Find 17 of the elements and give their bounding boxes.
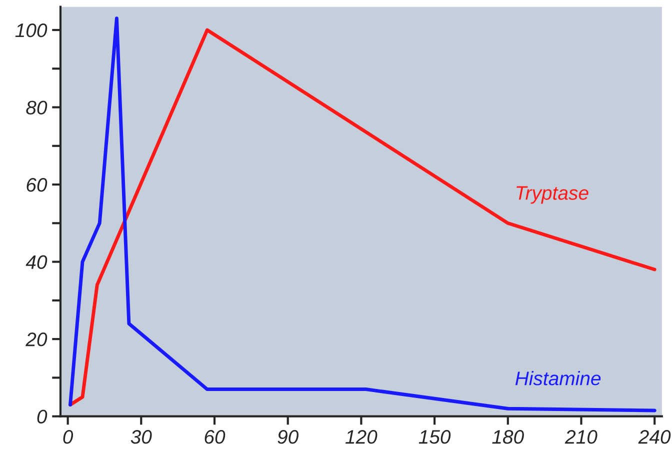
y-tick-label: 40 [26, 255, 48, 270]
x-tick-label: 150 [418, 430, 451, 444]
x-tick-label: 120 [345, 430, 378, 444]
x-tick-label: 0 [63, 430, 74, 444]
x-tick-label: 30 [130, 430, 152, 444]
y-tick-label: 0 [37, 410, 48, 424]
y-tick-label: 60 [26, 178, 48, 192]
x-tick-label: 90 [278, 430, 299, 444]
x-tick-label: 180 [492, 430, 524, 444]
x-tick-label: 60 [204, 430, 226, 444]
series-label: Histamine [515, 371, 601, 386]
y-tick-label: 80 [26, 100, 48, 115]
x-tick-label: 210 [564, 430, 598, 444]
y-tick-label: 100 [15, 23, 48, 38]
series-label: Tryptase [516, 186, 588, 204]
y-tick-label: 20 [26, 332, 48, 346]
x-tick-label: 240 [638, 430, 671, 444]
